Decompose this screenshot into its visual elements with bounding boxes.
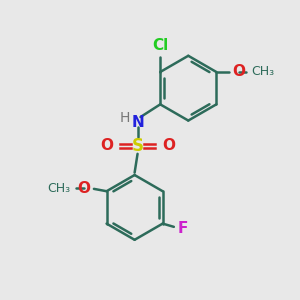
- Text: O: O: [162, 138, 175, 153]
- Text: N: N: [131, 115, 144, 130]
- Text: O: O: [100, 138, 113, 153]
- Text: CH₃: CH₃: [47, 182, 70, 195]
- Text: H: H: [120, 111, 130, 125]
- Text: O: O: [77, 181, 90, 196]
- Text: Cl: Cl: [152, 38, 168, 53]
- Text: S: S: [132, 136, 144, 154]
- Text: CH₃: CH₃: [252, 65, 275, 79]
- Text: O: O: [232, 64, 245, 80]
- Text: F: F: [178, 220, 188, 236]
